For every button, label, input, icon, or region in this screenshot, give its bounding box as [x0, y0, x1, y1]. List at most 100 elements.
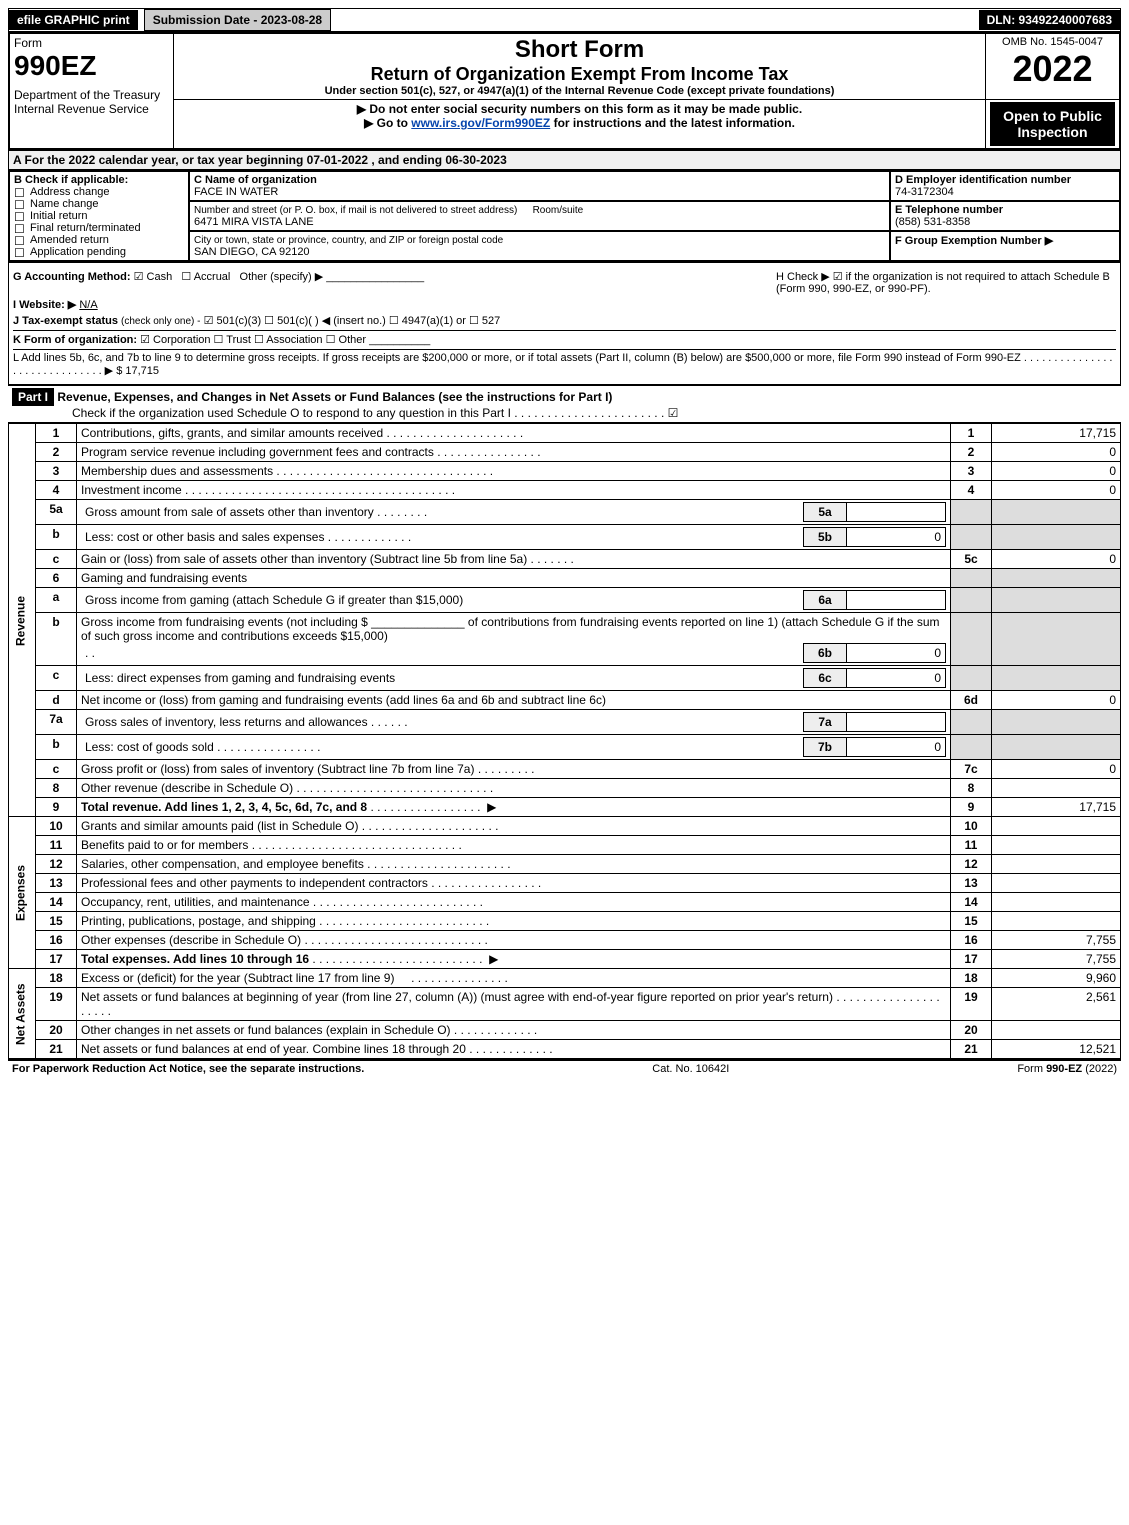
- irs-label: Internal Revenue Service: [14, 102, 169, 116]
- d-ein-label: D Employer identification number: [895, 174, 1071, 186]
- org-info-grid: B Check if applicable: Address change Na…: [8, 170, 1121, 262]
- line-7c-amt: 0: [992, 760, 1121, 779]
- chk-initial-return[interactable]: Initial return: [14, 210, 184, 222]
- submission-date: Submission Date - 2023-08-28: [144, 9, 331, 31]
- e-phone-label: E Telephone number: [895, 204, 1003, 216]
- line-7c-desc: Gross profit or (loss) from sales of inv…: [81, 762, 474, 776]
- j-sub: (check only one) -: [121, 316, 200, 327]
- top-bar: efile GRAPHIC print Submission Date - 20…: [8, 8, 1121, 32]
- title-return: Return of Organization Exempt From Incom…: [178, 64, 981, 85]
- line-9-desc: Total revenue. Add lines 1, 2, 3, 4, 5c,…: [81, 800, 367, 814]
- chk-final-return[interactable]: Final return/terminated: [14, 222, 184, 234]
- line-6d-amt: 0: [992, 691, 1121, 710]
- line-6c-sub: 0: [847, 669, 946, 688]
- line-6c-desc: Less: direct expenses from gaming and fu…: [85, 671, 395, 685]
- goto-prefix: ▶ Go to: [364, 116, 411, 130]
- line-3-amt: 0: [992, 462, 1121, 481]
- lines-g-to-l: G Accounting Method: Cash Accrual Other …: [8, 262, 1121, 385]
- part-i-check: Check if the organization used Schedule …: [72, 406, 678, 420]
- line-8-amt: [992, 779, 1121, 798]
- b-check-applicable: B Check if applicable:: [14, 174, 184, 186]
- dept-treasury: Department of the Treasury: [14, 88, 169, 102]
- form-header: Form 990EZ Department of the Treasury In…: [8, 32, 1121, 150]
- efile-print-button[interactable]: efile GRAPHIC print: [9, 10, 138, 30]
- line-5c-desc: Gain or (loss) from sale of assets other…: [81, 552, 527, 566]
- phone-value: (858) 531-8358: [895, 216, 970, 228]
- line-16-amt: 7,755: [992, 931, 1121, 950]
- line-3-desc: Membership dues and assessments: [81, 464, 273, 478]
- footer: For Paperwork Reduction Act Notice, see …: [8, 1059, 1121, 1077]
- street-label: Number and street (or P. O. box, if mail…: [194, 205, 517, 216]
- line-4-desc: Investment income: [81, 483, 182, 497]
- line-8-desc: Other revenue (describe in Schedule O): [81, 781, 293, 795]
- line-6b-sub: 0: [847, 644, 946, 663]
- line-11-desc: Benefits paid to or for members: [81, 838, 248, 852]
- c-name-label: C Name of organization: [194, 174, 317, 186]
- chk-cash[interactable]: Cash: [134, 271, 173, 283]
- j-tax-exempt-label: J Tax-exempt status: [13, 315, 118, 327]
- expenses-side-label: Expenses: [9, 817, 36, 969]
- line-13-amt: [992, 874, 1121, 893]
- line-5a-sub: [847, 503, 946, 522]
- part-i-title: Revenue, Expenses, and Changes in Net As…: [57, 390, 612, 404]
- line-14-amt: [992, 893, 1121, 912]
- title-short-form: Short Form: [178, 36, 981, 64]
- line-2-desc: Program service revenue including govern…: [81, 445, 434, 459]
- line-19-desc: Net assets or fund balances at beginning…: [81, 990, 833, 1004]
- title-under-section: Under section 501(c), 527, or 4947(a)(1)…: [178, 85, 981, 97]
- line-6d-desc: Net income or (loss) from gaming and fun…: [77, 691, 951, 710]
- line-2-amt: 0: [992, 443, 1121, 462]
- line-7a-sub: [847, 713, 946, 732]
- line-9-amt: 17,715: [992, 798, 1121, 817]
- net-assets-side-label: Net Assets: [9, 969, 36, 1059]
- f-group-exemption-label: F Group Exemption Number ▶: [895, 235, 1053, 247]
- line-6a-desc: Gross income from gaming (attach Schedul…: [85, 593, 463, 607]
- revenue-side-label: Revenue: [9, 424, 36, 817]
- footer-right: Form 990-EZ (2022): [1017, 1063, 1117, 1075]
- website-value: N/A: [79, 299, 97, 311]
- line-18-amt: 9,960: [992, 969, 1121, 988]
- chk-address-change[interactable]: Address change: [14, 186, 184, 198]
- tax-year: 2022: [990, 48, 1115, 90]
- line-15-amt: [992, 912, 1121, 931]
- footer-mid: Cat. No. 10642I: [652, 1063, 729, 1075]
- irs-link[interactable]: www.irs.gov/Form990EZ: [411, 116, 550, 130]
- h-schedule-b: H Check ▶ ☑ if the organization is not r…: [776, 270, 1116, 295]
- line-18-desc: Excess or (deficit) for the year (Subtra…: [81, 971, 394, 985]
- city-label: City or town, state or province, country…: [194, 235, 503, 246]
- line-11-amt: [992, 836, 1121, 855]
- street-value: 6471 MIRA VISTA LANE: [194, 216, 314, 228]
- line-21-amt: 12,521: [992, 1040, 1121, 1059]
- k-options[interactable]: ☑ Corporation ☐ Trust ☐ Association ☐ Ot…: [140, 334, 366, 346]
- chk-application-pending[interactable]: Application pending: [14, 246, 184, 258]
- line-7b-desc: Less: cost of goods sold: [85, 740, 214, 754]
- j-options[interactable]: ☑ 501(c)(3) ☐ 501(c)( ) ◀ (insert no.) ☐…: [204, 315, 501, 327]
- line-14-desc: Occupancy, rent, utilities, and maintena…: [81, 895, 310, 909]
- line-10-amt: [992, 817, 1121, 836]
- line-1-desc: Contributions, gifts, grants, and simila…: [81, 426, 383, 440]
- goto-line: ▶ Go to www.irs.gov/Form990EZ for instru…: [178, 116, 981, 130]
- ein-value: 74-3172304: [895, 186, 954, 198]
- line-17-amt: 7,755: [992, 950, 1121, 969]
- lines-table: Revenue 1 Contributions, gifts, grants, …: [8, 423, 1121, 1059]
- line-1-amt: 17,715: [992, 424, 1121, 443]
- line-5c-amt: 0: [992, 550, 1121, 569]
- l-gross-receipts: L Add lines 5b, 6c, and 7b to line 9 to …: [13, 349, 1116, 377]
- line-16-desc: Other expenses (describe in Schedule O): [81, 933, 301, 947]
- chk-name-change[interactable]: Name change: [14, 198, 184, 210]
- section-a-tax-year: A For the 2022 calendar year, or tax yea…: [8, 150, 1121, 170]
- line-13-desc: Professional fees and other payments to …: [81, 876, 428, 890]
- line-12-desc: Salaries, other compensation, and employ…: [81, 857, 364, 871]
- line-19-amt: 2,561: [992, 988, 1121, 1021]
- line-12-amt: [992, 855, 1121, 874]
- form-number: 990EZ: [14, 50, 169, 82]
- chk-amended-return[interactable]: Amended return: [14, 234, 184, 246]
- chk-accrual[interactable]: Accrual: [181, 271, 230, 283]
- org-name: FACE IN WATER: [194, 186, 278, 198]
- line-6-desc: Gaming and fundraising events: [77, 569, 951, 588]
- goto-suffix: for instructions and the latest informat…: [554, 116, 795, 130]
- form-word: Form: [14, 36, 169, 50]
- other-specify[interactable]: Other (specify) ▶: [240, 271, 324, 283]
- k-form-org-label: K Form of organization:: [13, 334, 137, 346]
- line-20-desc: Other changes in net assets or fund bala…: [81, 1023, 451, 1037]
